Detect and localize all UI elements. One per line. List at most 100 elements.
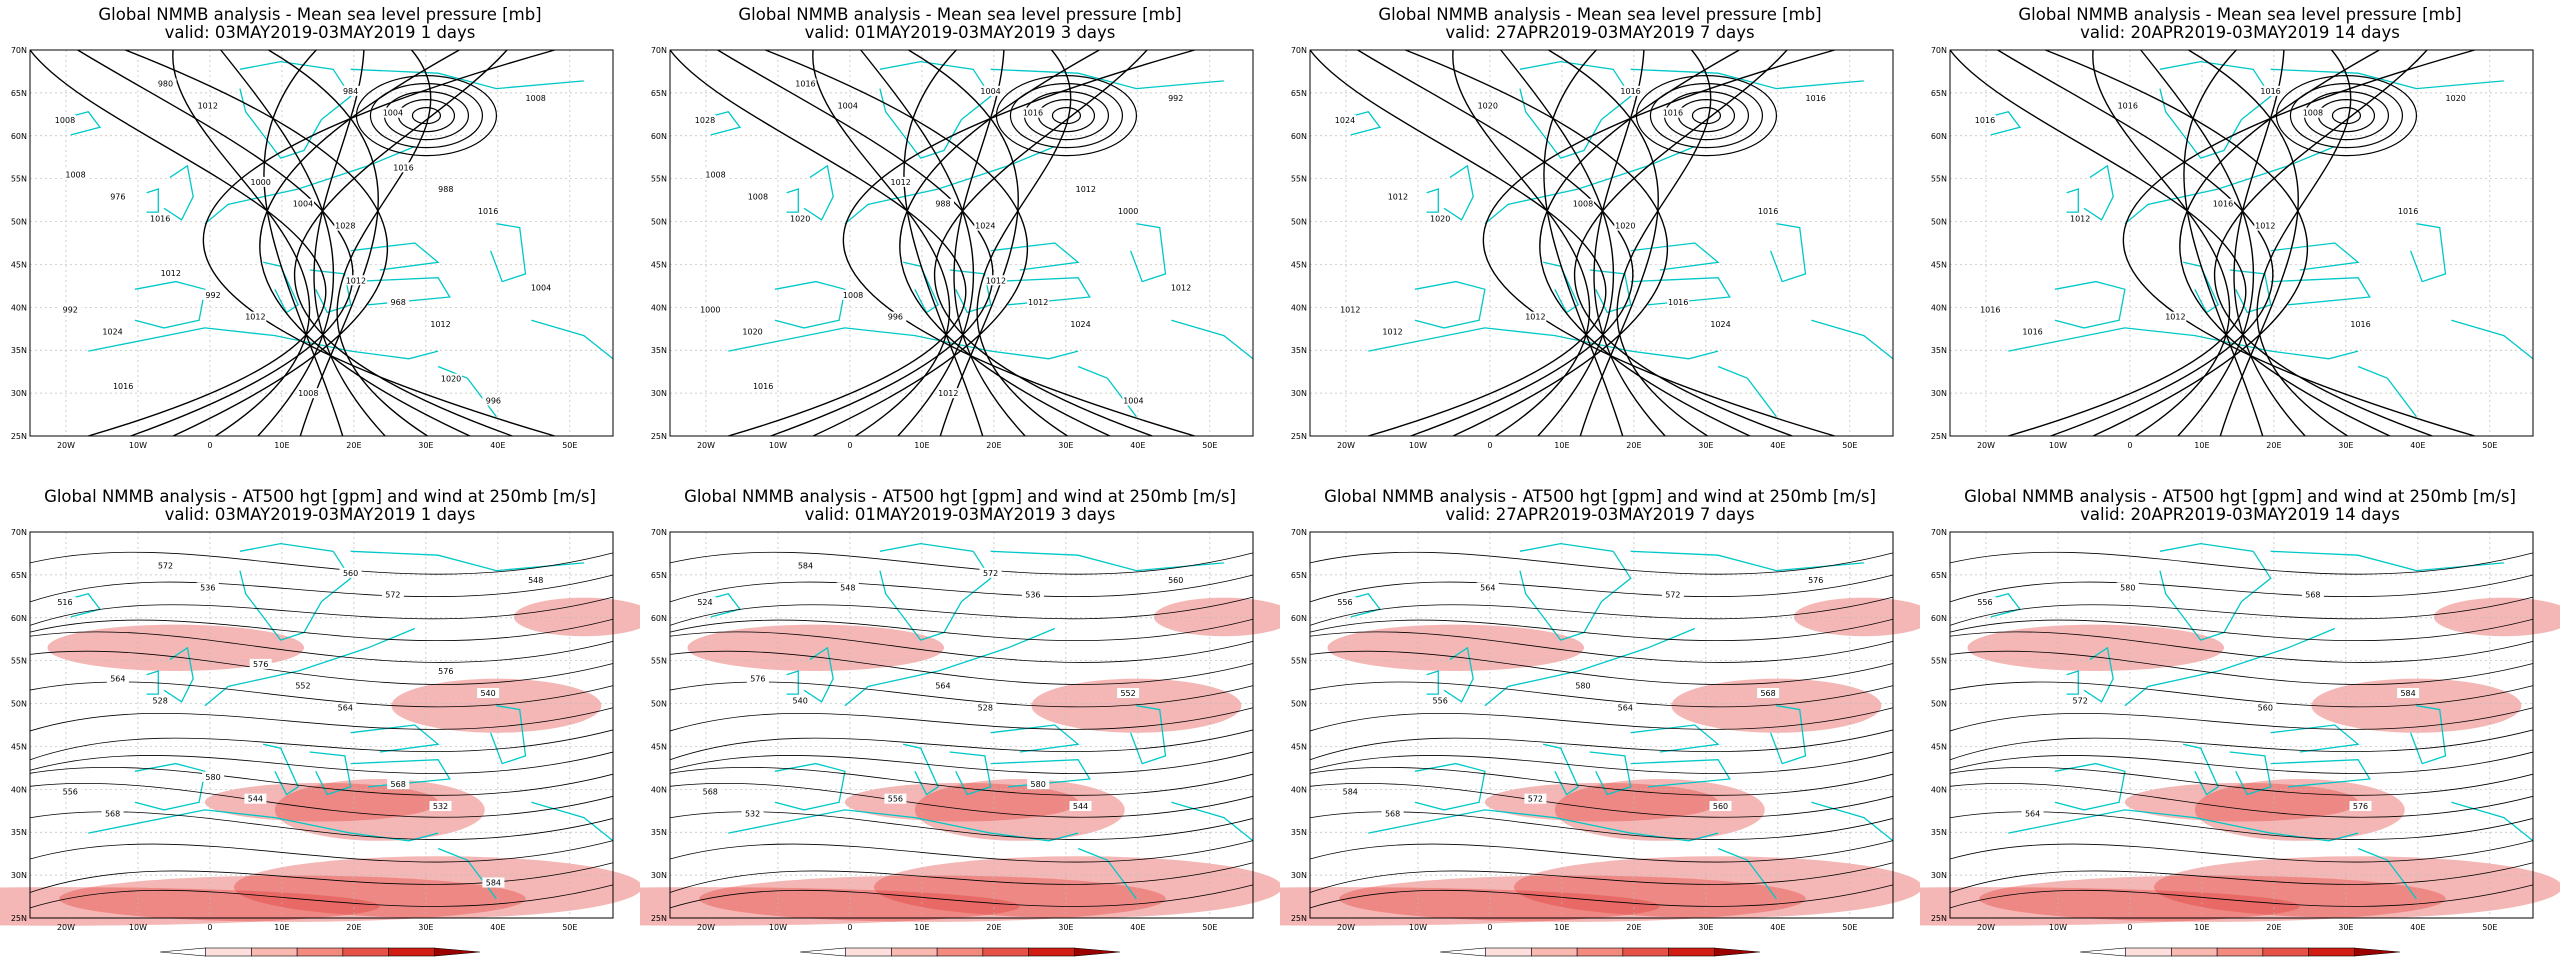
coastline xyxy=(350,68,584,90)
contour-label-bg xyxy=(1709,318,1732,329)
wind-shading xyxy=(1671,678,1882,733)
lat-label: 40N xyxy=(1931,303,1947,312)
contour-label-bg xyxy=(429,800,452,811)
lon-label: 20E xyxy=(986,441,1001,450)
contour-label-bg xyxy=(297,388,320,399)
contour-label-bg xyxy=(1979,304,2002,315)
panel-valid: valid: 01MAY2019-03MAY2019 3 days xyxy=(804,23,1116,42)
contour-label-bg xyxy=(1027,779,1050,790)
colorbar-segment xyxy=(1668,947,1715,957)
lon-label: 20E xyxy=(1626,923,1641,932)
lon-label: 40E xyxy=(2410,923,2425,932)
coastline xyxy=(146,670,159,695)
contour-label: 572 xyxy=(983,569,998,578)
coastline xyxy=(1589,751,1632,796)
wind-shading xyxy=(1793,597,1920,637)
contour-line xyxy=(1309,574,1894,603)
colorbar-segment xyxy=(2216,947,2264,957)
contour-label-bg xyxy=(434,666,457,677)
lat-label: 25N xyxy=(1291,432,1307,441)
lon-label: 10E xyxy=(1554,441,1569,450)
lat-label: 60N xyxy=(651,132,667,141)
contour-label: 1012 xyxy=(161,269,181,278)
map-content: 20W 10W 0 10E 20E 30E 40E 50E 70N 65N 60N 55N 50N 45N… xyxy=(11,46,614,450)
colorbar-segment xyxy=(1576,947,1624,957)
lat-label: 60N xyxy=(1291,132,1307,141)
contour-label: 1012 xyxy=(890,178,910,187)
panel-title: Global NMMB analysis - Mean sea level pr… xyxy=(738,5,1182,24)
lon-label: 20E xyxy=(2266,923,2281,932)
coastline xyxy=(2008,809,2359,842)
contour-label: 516 xyxy=(57,598,72,607)
contour-line xyxy=(1309,551,1894,575)
contour-line xyxy=(1309,596,1894,626)
contour-label-bg xyxy=(159,267,182,278)
contour-label: 1016 xyxy=(1668,298,1688,307)
contour-label-bg xyxy=(59,786,82,797)
coastline xyxy=(2229,751,2272,796)
contour-label-bg xyxy=(112,380,135,391)
contour-label-bg xyxy=(387,779,410,790)
contour-label: 556 xyxy=(63,787,78,796)
wind-shading xyxy=(1153,597,1280,637)
contour-label: 1012 xyxy=(986,276,1006,285)
lat-label: 30N xyxy=(651,871,667,880)
lon-label: 0 xyxy=(207,923,212,932)
contour-label: 580 xyxy=(1575,682,1590,691)
lat-label: 40N xyxy=(11,785,27,794)
coastline xyxy=(1769,223,1807,283)
contour-label-bg xyxy=(842,289,865,300)
mslp-panel-1day: Global NMMB analysis - Mean sea level pr… xyxy=(0,0,640,480)
contour-label: 976 xyxy=(110,192,125,201)
map-content: 20W 10W 0 10E 20E 30E 40E 50E 70N 65N 60N 55N 50N 45N… xyxy=(1931,46,2534,450)
contour-line xyxy=(29,596,614,626)
lat-label: 45N xyxy=(11,742,27,751)
colorbar-arrow-right xyxy=(1073,947,1121,957)
lat-label: 55N xyxy=(1931,657,1947,666)
lat-label: 35N xyxy=(1931,828,1947,837)
contour-line xyxy=(933,49,1153,437)
lat-label: 50N xyxy=(651,700,667,709)
coastline xyxy=(1443,164,1474,221)
coastline xyxy=(1630,68,1864,90)
contour-line xyxy=(1309,783,1894,818)
contour-label: 1004 xyxy=(531,284,551,293)
contour-line xyxy=(1949,574,2534,603)
contour-label: 1012 xyxy=(2165,313,2185,322)
coastline xyxy=(879,542,992,641)
colorbar-segment xyxy=(1622,947,1669,957)
wind-shading xyxy=(1327,624,1585,671)
contour-label: 564 xyxy=(935,682,950,691)
lon-label: 20W xyxy=(57,923,75,932)
z500-panel-14days: Global NMMB analysis - AT500 hgt [gpm] a… xyxy=(1920,480,2560,960)
lon-label: 40E xyxy=(1130,441,1145,450)
coastline xyxy=(204,627,416,707)
contour-line xyxy=(29,751,614,774)
lon-label: 40E xyxy=(490,923,505,932)
contour-label: 544 xyxy=(1073,802,1088,811)
contour-label-bg xyxy=(1069,800,1092,811)
lon-label: 20E xyxy=(2266,441,2281,450)
lon-label: 50E xyxy=(562,441,577,450)
colorbar-segment xyxy=(2308,947,2355,957)
contour-label: 1016 xyxy=(1620,87,1640,96)
contour-line xyxy=(2331,107,2362,125)
lat-label: 60N xyxy=(651,614,667,623)
contour-line xyxy=(2140,49,2255,437)
contour-label: 1016 xyxy=(150,214,170,223)
lon-label: 10W xyxy=(769,441,787,450)
contour-label-bg xyxy=(1339,786,1362,797)
contour-line xyxy=(1009,83,1124,149)
contour-line xyxy=(355,75,498,157)
contour-line xyxy=(1949,751,2534,774)
lon-label: 20E xyxy=(1626,441,1641,450)
contour-label-bg xyxy=(984,275,1007,286)
contour-line xyxy=(2233,49,2306,437)
contour-line xyxy=(669,862,1254,893)
contour-label: 1012 xyxy=(1028,298,1048,307)
contour-label-bg xyxy=(1973,114,1996,125)
lon-label: 0 xyxy=(847,923,852,932)
contour-label: 536 xyxy=(1025,591,1040,600)
contour-line xyxy=(669,596,1254,626)
contour-label: 568 xyxy=(1385,809,1400,818)
